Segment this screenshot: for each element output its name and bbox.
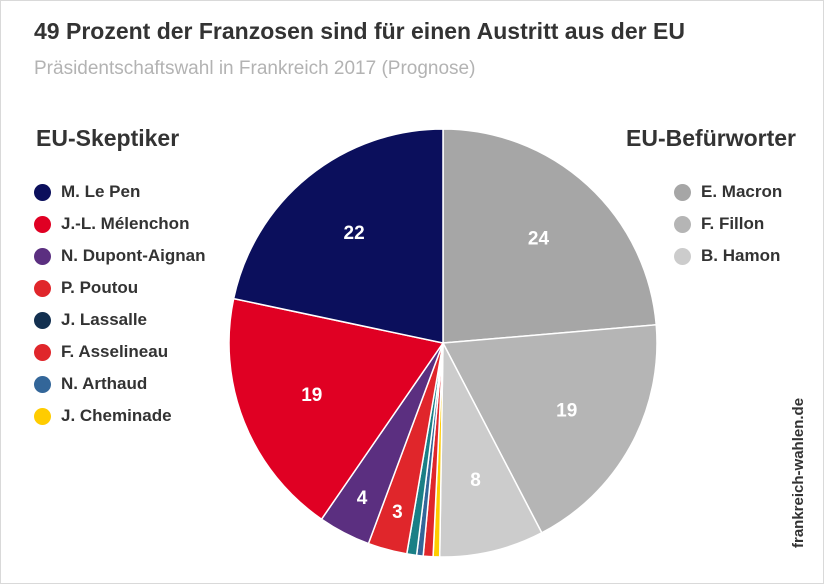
- legend-label: P. Poutou: [61, 278, 139, 297]
- legend-swatch: [674, 215, 691, 233]
- chart-title: 49 Prozent der Franzosen sind für einen …: [34, 18, 685, 44]
- legend-label: N. Dupont-Aignan: [61, 246, 206, 265]
- legend-item: N. Arthaud: [34, 368, 205, 400]
- legend-item: M. Le Pen: [34, 176, 205, 208]
- legend-swatch: [34, 311, 51, 329]
- pie-slice-f-fillon: [441, 323, 658, 534]
- legend-swatch: [674, 183, 691, 201]
- legend-item: B. Hamon: [674, 240, 782, 272]
- pie-slice-b-hamon: [438, 342, 543, 558]
- pie-label-f-fillon: 19: [556, 401, 577, 422]
- legend-label: J. Lassalle: [61, 310, 148, 329]
- pie-slice-e-macron: [442, 128, 658, 344]
- group-title-eu-skeptiker: EU-Skeptiker: [36, 125, 180, 151]
- legend-swatch: [34, 247, 51, 265]
- pie-label-n-dupont-aignan: 4: [357, 488, 368, 509]
- legend-swatch: [34, 279, 51, 297]
- legend-label: F. Asselineau: [61, 342, 169, 361]
- pie-label-b-hamon: 8: [470, 470, 481, 491]
- pie-label-p-poutou: 3: [392, 502, 403, 523]
- pie-label-e-macron: 24: [528, 229, 550, 250]
- legend-swatch: [34, 343, 51, 361]
- legend-label: M. Le Pen: [61, 182, 141, 201]
- legend-eu-skeptiker: M. Le Pen J.-L. Mélenchon N. Dupont-Aign…: [34, 176, 205, 432]
- chart-subtitle: Präsidentschaftswahl in Frankreich 2017 …: [34, 58, 476, 79]
- legend-eu-befuerworter: E. Macron F. Fillon B. Hamon: [674, 176, 782, 272]
- legend-swatch: [674, 247, 691, 265]
- legend-label: E. Macron: [701, 182, 783, 201]
- legend-swatch: [34, 407, 51, 425]
- legend-item: N. Dupont-Aignan: [34, 240, 205, 272]
- legend-label: J. Cheminade: [61, 406, 172, 425]
- legend-swatch: [34, 215, 51, 233]
- legend-item: F. Asselineau: [34, 336, 205, 368]
- pie-label-m-le-pen: 22: [344, 223, 365, 244]
- legend-swatch: [34, 183, 51, 201]
- legend-label: J.-L. Mélenchon: [61, 214, 190, 233]
- legend-item: P. Poutou: [34, 272, 205, 304]
- legend-label: N. Arthaud: [61, 374, 148, 393]
- legend-label: B. Hamon: [701, 246, 781, 265]
- source-label: frankreich-wahlen.de: [790, 397, 807, 548]
- legend-item: J. Cheminade: [34, 400, 205, 432]
- group-title-eu-befuerworter: EU-Befürworter: [626, 125, 796, 151]
- pie-slice-m-le-pen: [232, 128, 444, 344]
- legend-item: J. Lassalle: [34, 304, 205, 336]
- legend-label: F. Fillon: [701, 214, 765, 233]
- legend-swatch: [34, 375, 51, 393]
- pie-slice-j-l-melenchon: [228, 297, 445, 521]
- legend-item: F. Fillon: [674, 208, 782, 240]
- pie-label-j-l-melenchon: 19: [301, 385, 322, 406]
- legend-item: J.-L. Mélenchon: [34, 208, 205, 240]
- legend-item: E. Macron: [674, 176, 782, 208]
